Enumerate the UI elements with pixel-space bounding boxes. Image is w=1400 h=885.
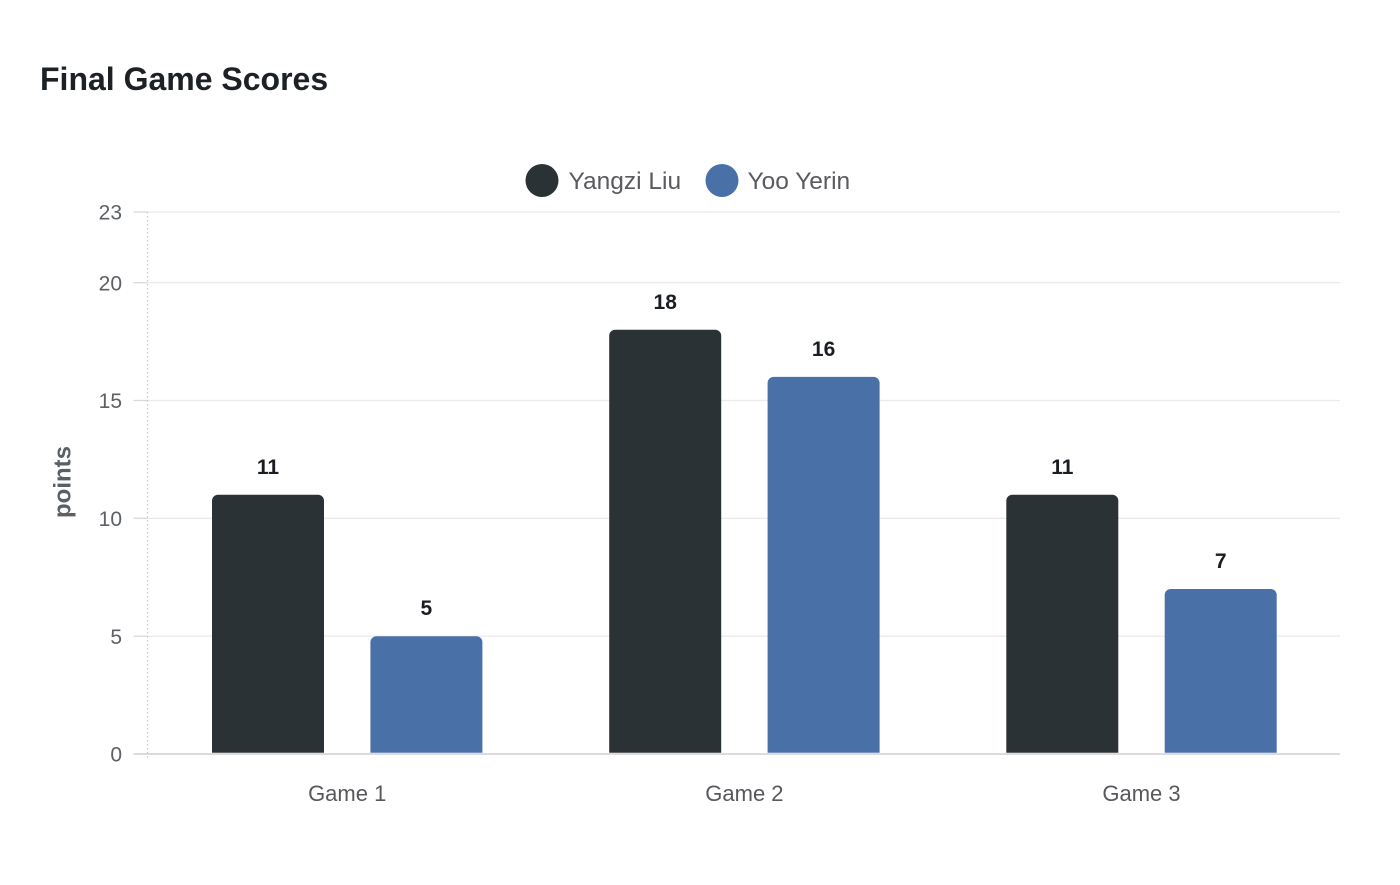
svg-text:5: 5 — [110, 626, 122, 649]
svg-text:11: 11 — [1051, 456, 1074, 479]
svg-text:Game 2: Game 2 — [705, 781, 783, 806]
svg-text:18: 18 — [654, 291, 678, 314]
svg-text:0: 0 — [110, 744, 122, 767]
svg-text:Final Game Scores: Final Game Scores — [40, 61, 328, 97]
svg-text:5: 5 — [421, 597, 433, 620]
svg-text:Yangzi Liu: Yangzi Liu — [569, 168, 682, 195]
svg-text:23: 23 — [99, 202, 122, 225]
svg-text:20: 20 — [99, 272, 122, 295]
svg-text:7: 7 — [1215, 550, 1227, 573]
svg-text:points: points — [50, 446, 77, 518]
svg-text:Game 3: Game 3 — [1102, 781, 1180, 806]
svg-text:15: 15 — [99, 390, 122, 413]
svg-text:11: 11 — [257, 456, 280, 479]
svg-text:16: 16 — [812, 338, 835, 361]
svg-text:Yoo Yerin: Yoo Yerin — [748, 168, 851, 195]
svg-text:10: 10 — [99, 508, 122, 531]
svg-text:Game 1: Game 1 — [308, 781, 386, 806]
